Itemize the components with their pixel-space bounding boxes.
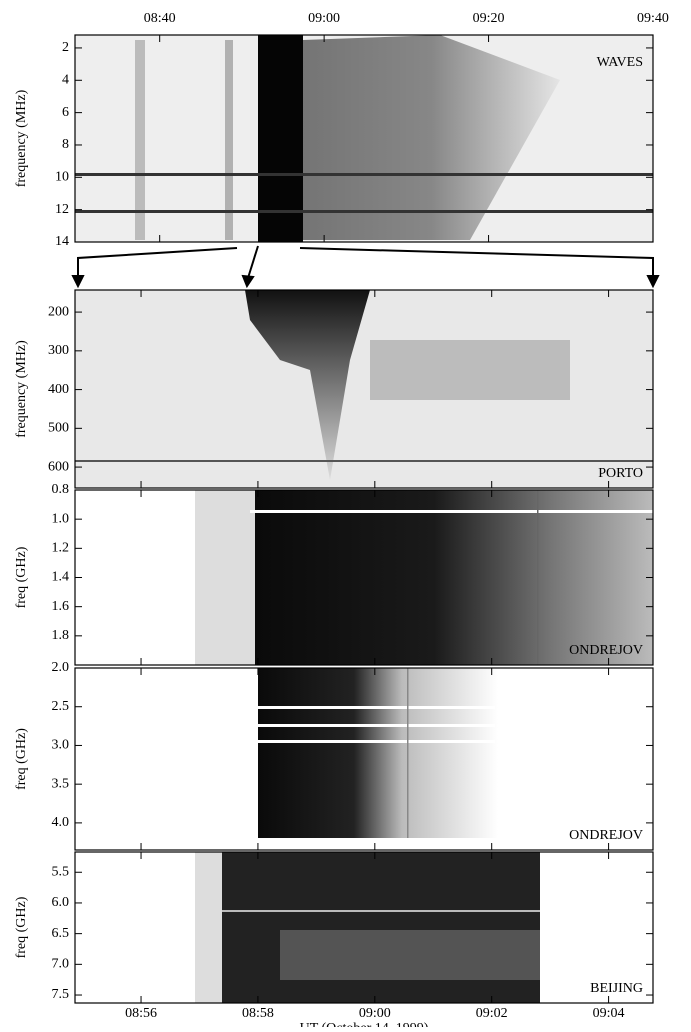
spectrum-shading bbox=[255, 724, 495, 727]
x-tick-label: 09:40 bbox=[637, 11, 669, 26]
y-tick-label: 1.2 bbox=[52, 541, 70, 556]
spectrum-shading bbox=[225, 40, 233, 240]
y-axis-label: freq (GHz) bbox=[14, 546, 29, 608]
y-tick-label: 0.8 bbox=[52, 482, 70, 497]
spectrum-shading bbox=[245, 290, 370, 480]
zoom-arrows bbox=[71, 245, 660, 289]
x-axis-label: UT (October 14, 1999) bbox=[300, 1021, 429, 1027]
plot-frame bbox=[74, 667, 654, 851]
y-tick-label: 1.4 bbox=[52, 570, 70, 585]
y-tick-label: 3.5 bbox=[52, 776, 70, 791]
y-tick-label: 6.0 bbox=[52, 895, 70, 910]
y-tick-label: 5.5 bbox=[52, 864, 70, 879]
y-tick-label: 4 bbox=[62, 73, 69, 88]
x-tick-label: 08:58 bbox=[242, 1006, 274, 1021]
y-tick-label: 1.6 bbox=[52, 599, 70, 614]
x-tick-label: 09:00 bbox=[359, 1006, 391, 1021]
spectrum-shading bbox=[258, 35, 303, 242]
y-tick-label: 500 bbox=[48, 421, 69, 436]
spectrum-shading bbox=[255, 740, 495, 743]
plot-frame bbox=[74, 34, 654, 243]
spectrum-shading bbox=[195, 852, 225, 1003]
spectrum-shading bbox=[222, 910, 540, 912]
y-tick-label: 2 bbox=[62, 40, 69, 55]
panel-label: WAVES bbox=[597, 55, 643, 70]
y-tick-label: 10 bbox=[55, 170, 69, 185]
x-tick-label: 09:20 bbox=[473, 11, 505, 26]
spectrum-shading bbox=[75, 210, 653, 213]
panel-label: ONDREJOV bbox=[569, 828, 643, 843]
plot-frame bbox=[74, 289, 654, 489]
x-tick-label: 08:40 bbox=[144, 11, 176, 26]
spectrum-shading bbox=[135, 40, 145, 240]
spectrum-shading bbox=[250, 510, 653, 513]
y-axis-label: frequency (MHz) bbox=[14, 340, 29, 438]
x-tick-label: 09:00 bbox=[308, 11, 340, 26]
y-axis-label: frequency (MHz) bbox=[14, 89, 29, 187]
spectrum-shading bbox=[280, 930, 540, 980]
y-tick-label: 1.0 bbox=[52, 511, 70, 526]
y-tick-label: 4.0 bbox=[52, 815, 70, 830]
y-tick-label: 400 bbox=[48, 382, 69, 397]
y-tick-label: 6.5 bbox=[52, 926, 70, 941]
spectrum-shading bbox=[222, 852, 540, 1003]
y-tick-label: 3.0 bbox=[52, 738, 70, 753]
spectrum-shading bbox=[537, 490, 539, 665]
y-tick-label: 2.0 bbox=[52, 660, 70, 675]
panel-label: BEIJING bbox=[590, 981, 643, 996]
plot-frame bbox=[74, 851, 654, 1004]
spectrum-shading bbox=[370, 340, 570, 400]
y-tick-label: 14 bbox=[55, 234, 69, 249]
spectrum-shading bbox=[195, 490, 255, 665]
y-tick-label: 7.5 bbox=[52, 987, 70, 1002]
panel-label: PORTO bbox=[598, 466, 643, 481]
y-tick-label: 2.5 bbox=[52, 699, 70, 714]
spectrum-shading bbox=[75, 290, 653, 488]
y-tick-label: 12 bbox=[55, 202, 69, 217]
y-tick-label: 1.8 bbox=[52, 628, 70, 643]
spectrum-shading bbox=[303, 35, 560, 240]
y-tick-label: 200 bbox=[48, 304, 69, 319]
spectrum-shading bbox=[75, 460, 653, 462]
y-tick-label: 300 bbox=[48, 343, 69, 358]
spectrum-shading bbox=[255, 490, 653, 665]
y-axis-label: freq (GHz) bbox=[14, 728, 29, 790]
spectrum-shading bbox=[407, 668, 409, 838]
y-tick-label: 8 bbox=[62, 137, 69, 152]
x-tick-label: 09:04 bbox=[593, 1006, 625, 1021]
y-tick-label: 6 bbox=[62, 105, 69, 120]
spectrum-shading bbox=[255, 706, 495, 709]
spectrum-shading bbox=[75, 173, 653, 176]
panel-label: ONDREJOV bbox=[569, 643, 643, 658]
spectrum-shading bbox=[258, 668, 498, 838]
y-tick-label: 600 bbox=[48, 459, 69, 474]
x-tick-label: 08:56 bbox=[125, 1006, 157, 1021]
y-tick-label: 7.0 bbox=[52, 957, 70, 972]
x-tick-label: 09:02 bbox=[476, 1006, 508, 1021]
y-axis-label: freq (GHz) bbox=[14, 896, 29, 958]
